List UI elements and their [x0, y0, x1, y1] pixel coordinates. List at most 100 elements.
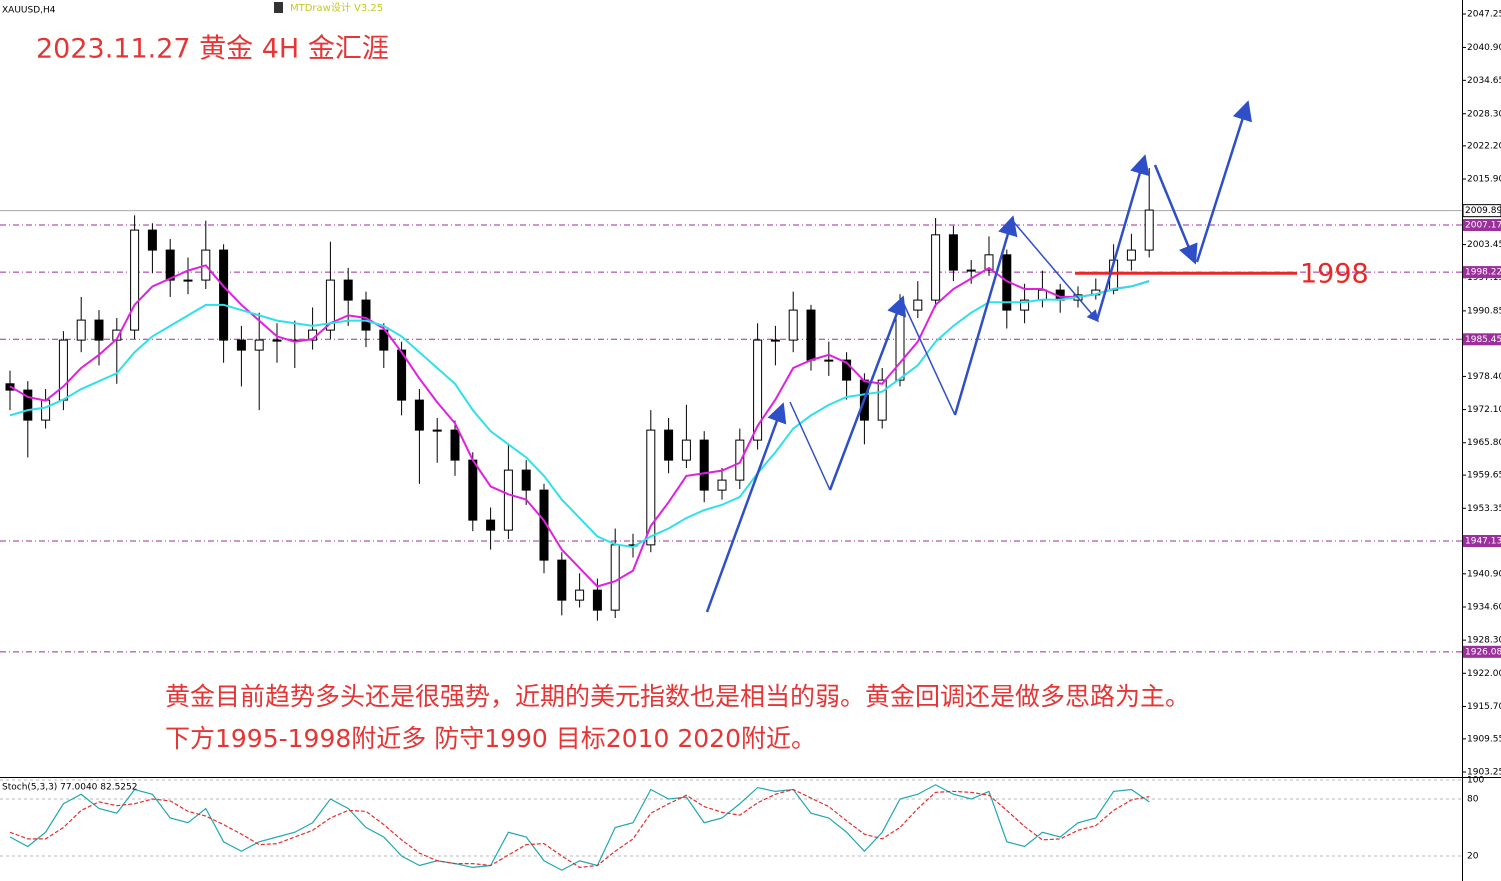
- level-label: 1926.08: [1465, 647, 1501, 657]
- candle-body: [1144, 209, 1154, 251]
- arrow: [705, 402, 787, 613]
- candle-body: [325, 279, 335, 331]
- level-label: 2007.17: [1465, 220, 1501, 230]
- y-tick-label: 2047.25: [1467, 10, 1501, 20]
- candle-body: [717, 479, 727, 491]
- y-tick-label: 20: [1467, 852, 1479, 862]
- price-label: 2009.89: [1465, 206, 1501, 216]
- y-tick-label: 1959.65: [1467, 471, 1501, 481]
- candle-body: [699, 439, 709, 491]
- y-tick-label: 2040.90: [1467, 43, 1501, 53]
- candle-body: [681, 439, 691, 461]
- symbol: XAUUSD,H4: [2, 6, 56, 16]
- arrow: [789, 401, 831, 491]
- candle-body: [913, 299, 923, 311]
- candle-body: [984, 254, 994, 271]
- y-tick-label: 100: [1467, 776, 1484, 786]
- candle-body: [254, 339, 264, 351]
- y-tick-label: 1990.85: [1467, 306, 1501, 316]
- candle-body: [503, 469, 513, 531]
- candle-body: [147, 229, 157, 251]
- level-label: 1998.22: [1465, 268, 1501, 278]
- candle-body: [450, 429, 460, 461]
- moving-average: [9, 280, 1150, 549]
- candle-body: [272, 339, 282, 342]
- price-box: [1462, 204, 1501, 218]
- candle-body: [966, 269, 976, 272]
- moving-average: [9, 264, 1150, 588]
- level-box: [1463, 266, 1501, 279]
- candle-body: [877, 379, 887, 421]
- level-label: 1985.45: [1465, 335, 1501, 345]
- candle-body: [521, 469, 531, 491]
- candle-body: [539, 489, 549, 561]
- candle-body: [646, 429, 656, 546]
- candle-body: [361, 299, 371, 331]
- candle-body: [610, 544, 620, 611]
- y-tick-label: 2034.65: [1467, 76, 1501, 86]
- y-tick-label: 1915.70: [1467, 702, 1501, 712]
- support-label: 1998: [1300, 259, 1369, 290]
- candle-body: [130, 229, 140, 331]
- stoch-line: [9, 784, 1150, 871]
- level-box: [1463, 645, 1501, 658]
- indicator-icon: [274, 2, 283, 13]
- candle-body: [948, 234, 958, 271]
- candle-body: [219, 249, 229, 341]
- candle-body: [165, 249, 175, 281]
- candle-body: [1020, 299, 1030, 311]
- note: 黄金目前趋势多头还是很强势，近期的美元指数也是相当的弱。黄金回调还是做多思路为主…: [165, 682, 1190, 711]
- candle-body: [58, 339, 68, 401]
- candle-body: [94, 319, 104, 341]
- level-box: [1463, 333, 1501, 346]
- candle-body: [575, 589, 585, 601]
- y-tick-label: 1903.25: [1467, 767, 1501, 777]
- candle-body: [735, 439, 745, 481]
- trend-arrows: [705, 100, 1252, 613]
- candle-body: [236, 339, 246, 351]
- stoch-title: Stoch(5,3,3) 77.0040 82.5252: [2, 783, 137, 793]
- y-tick-label: 1972.10: [1467, 405, 1501, 415]
- indicator-label: MTDraw设计 V3.25: [290, 1, 383, 14]
- candle-body: [770, 339, 780, 342]
- y-tick-label: 2003.45: [1467, 240, 1501, 250]
- y-tick-label: 2015.90: [1467, 175, 1501, 185]
- y-tick-label: 2022.20: [1467, 141, 1501, 151]
- y-tick-label: 1909.55: [1467, 734, 1501, 744]
- level-box: [1463, 218, 1501, 231]
- candle-body: [806, 309, 816, 361]
- y-tick-label: 1922.00: [1467, 669, 1501, 679]
- candle-body: [414, 399, 424, 431]
- candle-body: [557, 559, 567, 601]
- candle-body: [664, 429, 674, 461]
- arrow: [1153, 164, 1198, 265]
- candle-body: [842, 359, 852, 381]
- arrow: [953, 215, 1018, 416]
- candle-body: [486, 519, 496, 531]
- level-label: 1947.13: [1465, 537, 1501, 547]
- candle-body: [1126, 249, 1136, 261]
- arrow: [1095, 154, 1150, 321]
- arrow: [901, 299, 956, 416]
- y-tick-label: 1978.40: [1467, 372, 1501, 382]
- candle-body: [468, 459, 478, 521]
- chart-title: 2023.11.27 黄金 4H 金汇涯: [36, 34, 389, 65]
- y-tick-label: 1953.35: [1467, 504, 1501, 514]
- candle-body: [343, 279, 353, 301]
- candle-body: [931, 234, 941, 301]
- candle-body: [183, 279, 193, 282]
- candle-body: [895, 309, 905, 381]
- y-tick-label: 2028.30: [1467, 109, 1501, 119]
- candle-body: [753, 339, 763, 441]
- candle-body: [824, 359, 834, 362]
- arrow: [1195, 100, 1252, 263]
- y-tick-label: 80: [1467, 795, 1479, 805]
- y-tick-label: 1940.90: [1467, 569, 1501, 579]
- y-tick-label: 1965.80: [1467, 438, 1501, 448]
- level-box: [1463, 535, 1501, 548]
- marks: 2047.25 2040.90 2034.65 2028.30 2022.20 2015.…: [0, 10, 1501, 871]
- candle-body: [397, 349, 407, 401]
- y-tick-label: 1934.60: [1467, 602, 1501, 612]
